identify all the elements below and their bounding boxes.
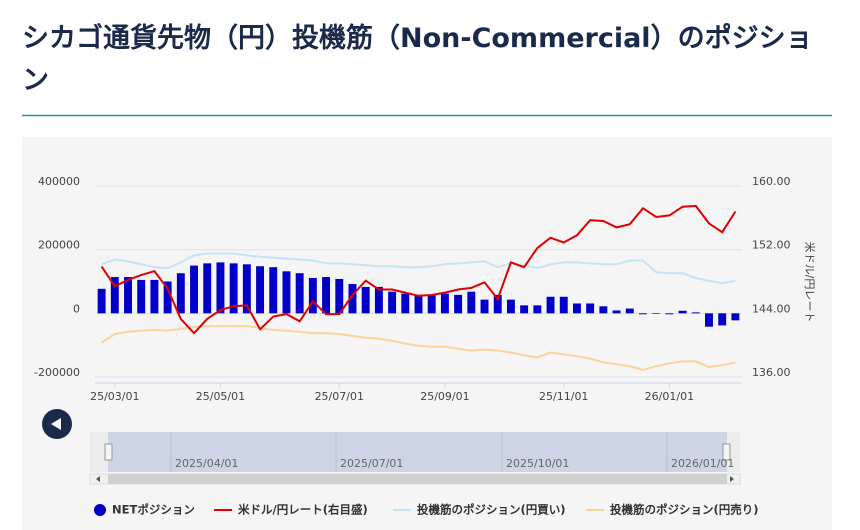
line bbox=[101, 252, 736, 285]
x-tick-label: 25/03/01 bbox=[90, 390, 139, 403]
bar bbox=[97, 288, 106, 314]
y2-tick-label: 144.00 bbox=[752, 302, 791, 315]
bar bbox=[427, 294, 436, 314]
bar bbox=[480, 299, 489, 314]
plot bbox=[95, 185, 742, 388]
bar bbox=[308, 277, 317, 314]
navigator-range bbox=[108, 432, 727, 472]
bar bbox=[150, 279, 159, 314]
legend-marker bbox=[94, 504, 106, 516]
y2-tick-label: 136.00 bbox=[752, 366, 791, 379]
y-tick-label: 400000 bbox=[38, 175, 80, 188]
navigator-label: 2025/10/01 bbox=[506, 457, 569, 470]
bar bbox=[388, 291, 397, 314]
bar bbox=[612, 310, 621, 314]
x-tick-label: 25/05/01 bbox=[196, 390, 245, 403]
bar bbox=[467, 291, 476, 314]
bar bbox=[586, 303, 595, 314]
bar bbox=[678, 310, 687, 314]
bar bbox=[163, 281, 172, 314]
bar bbox=[639, 313, 647, 315]
bar bbox=[533, 305, 542, 314]
bar bbox=[401, 293, 410, 314]
bar bbox=[374, 286, 383, 314]
y2-tick-label: 152.00 bbox=[752, 239, 791, 252]
bar bbox=[322, 277, 331, 314]
bar bbox=[414, 294, 423, 314]
legend-label: 投機筋のポジション(円売り) bbox=[610, 503, 759, 517]
y2-axis-label: 米ドル/円レート bbox=[803, 242, 816, 323]
navigator-label: 2025/04/01 bbox=[175, 457, 238, 470]
bar bbox=[256, 266, 265, 314]
y-tick-label: 200000 bbox=[38, 239, 80, 252]
bar bbox=[520, 305, 529, 314]
bar bbox=[348, 284, 357, 314]
bar bbox=[203, 263, 212, 314]
line bbox=[100, 204, 737, 335]
x-tick-label: 26/01/01 bbox=[645, 390, 694, 403]
legend-label: 投機筋のポジション(円買い) bbox=[417, 503, 566, 517]
y2-tick-label: 160.00 bbox=[752, 175, 791, 188]
bar bbox=[229, 263, 238, 314]
bar bbox=[216, 262, 225, 314]
bar bbox=[625, 308, 634, 314]
y-tick-label: -200000 bbox=[34, 366, 80, 379]
navigator-handle[interactable] bbox=[104, 443, 113, 461]
bar bbox=[269, 267, 278, 314]
navigator-label: 2026/01/01 bbox=[671, 457, 734, 470]
bar bbox=[361, 286, 370, 314]
back-arrow bbox=[51, 418, 61, 430]
bar bbox=[440, 293, 449, 314]
bar bbox=[718, 313, 727, 326]
bar bbox=[335, 278, 344, 314]
x-tick-label: 25/11/01 bbox=[539, 390, 588, 403]
bar bbox=[572, 303, 581, 314]
line bbox=[101, 325, 736, 372]
bar bbox=[691, 312, 700, 314]
bar bbox=[652, 313, 661, 314]
bar bbox=[124, 277, 132, 314]
bar bbox=[454, 294, 463, 314]
navigator-handle[interactable] bbox=[722, 443, 731, 461]
bar bbox=[731, 313, 740, 321]
x-tick-label: 25/07/01 bbox=[315, 390, 364, 403]
navigator-label: 2025/07/01 bbox=[340, 457, 403, 470]
bar bbox=[295, 273, 304, 314]
page-title: シカゴ通貨先物（円）投機筋（Non-Commercial）のポジション bbox=[22, 23, 813, 96]
x-tick-label: 25/09/01 bbox=[420, 390, 469, 403]
bar bbox=[282, 271, 291, 314]
bar bbox=[559, 296, 568, 314]
bar bbox=[242, 264, 251, 314]
bar bbox=[705, 313, 713, 327]
legend-label: 米ドル/円レート(右目盛) bbox=[237, 503, 368, 517]
bar bbox=[599, 306, 608, 314]
bar bbox=[110, 277, 119, 314]
bar bbox=[176, 273, 185, 314]
bar bbox=[546, 296, 555, 314]
legend-label: NETポジション bbox=[112, 503, 195, 517]
bar bbox=[665, 313, 674, 315]
bar bbox=[506, 299, 515, 314]
y-tick-label: 0 bbox=[73, 302, 80, 315]
bar bbox=[493, 294, 502, 314]
bar bbox=[137, 279, 146, 314]
scrollbar-thumb[interactable] bbox=[108, 474, 727, 484]
bar bbox=[190, 265, 198, 314]
